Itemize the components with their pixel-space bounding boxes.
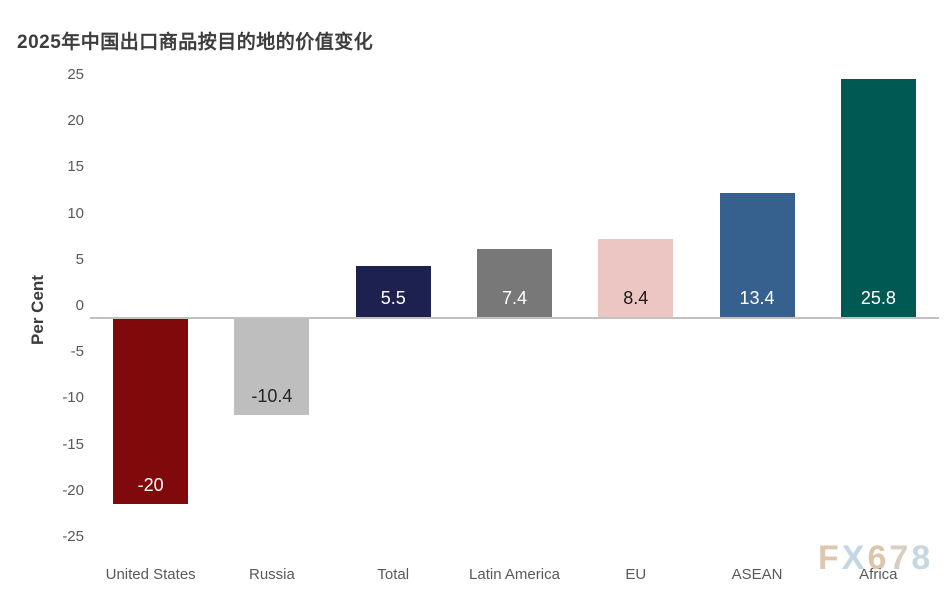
bar-value-label: 7.4 [501,287,528,308]
y-tick-label: 15 [67,158,84,176]
x-category-label: Latin America [469,566,560,583]
bar-russia: -10.4 [234,319,310,416]
y-tick-label: -15 [62,435,84,453]
bar-latin-america: 7.4 [477,248,552,317]
y-tick-label: 5 [75,250,84,268]
x-category-label: United States [105,566,196,583]
x-category-label: Africa [859,566,898,583]
y-tick-label: 10 [67,204,84,222]
bar-value-label: 5.5 [380,287,406,308]
zero-axis-line [90,317,939,319]
x-category-label: Total [377,566,410,583]
bar-asean: 13.4 [719,193,795,317]
x-category-label: EU [625,566,647,583]
bar-value-label: 13.4 [739,287,775,308]
y-tick-label: 20 [67,112,84,130]
y-tick-label: -5 [70,343,84,361]
y-tick-label: 0 [75,297,84,314]
y-tick-label: 25 [67,66,84,83]
bar-value-label: 25.8 [860,287,896,308]
bar-total: 5.5 [355,266,431,317]
y-tick-label: -20 [62,481,84,499]
x-category-label: Russia [248,566,295,583]
bar-africa: 25.8 [840,78,916,317]
y-tick-label: -10 [62,389,84,407]
bar-value-label: 8.4 [623,287,649,308]
chart-title: 2025年中国出口商品按目的地的价值变化 [17,32,374,53]
y-tick-label: -25 [62,528,84,545]
x-category-label: ASEAN [731,566,783,583]
bar-value-label: -20 [137,474,164,495]
bar-value-label: -10.4 [251,386,293,407]
bar-united-states: -20 [113,319,189,504]
bar-eu: 8.4 [598,239,674,317]
